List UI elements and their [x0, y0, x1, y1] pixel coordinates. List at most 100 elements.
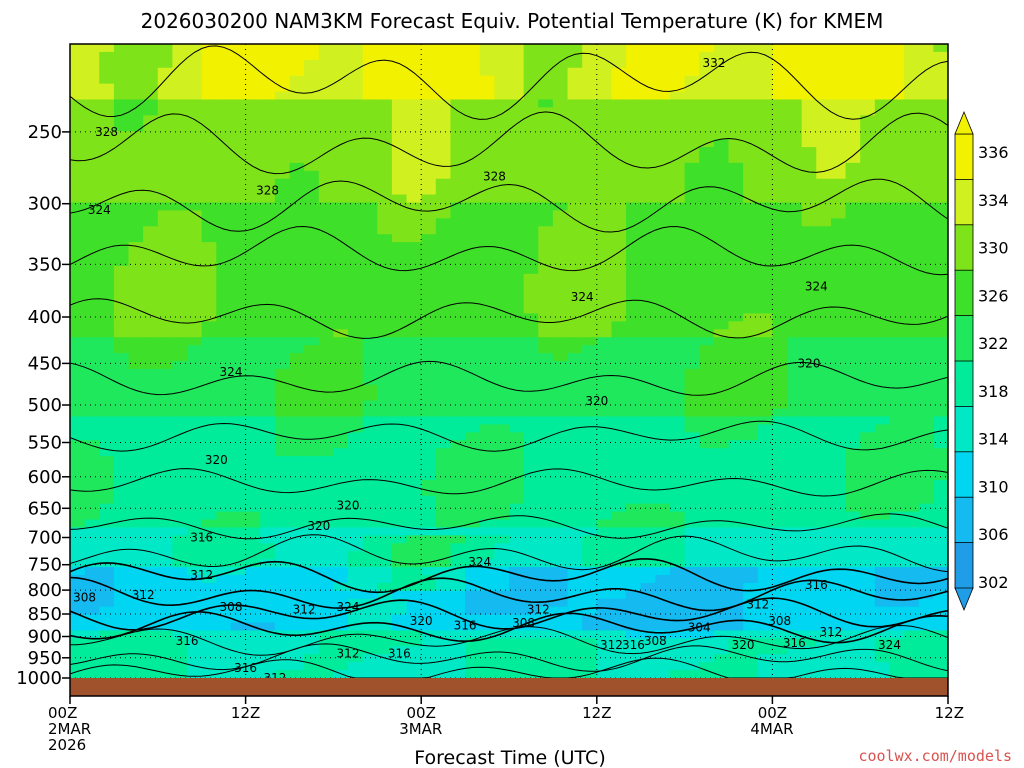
field-cell — [391, 139, 408, 148]
field-cell — [889, 131, 905, 140]
field-cell — [245, 265, 261, 275]
field-cell — [845, 416, 861, 426]
field-cell — [187, 670, 203, 678]
field-cell — [904, 487, 920, 497]
field-cell — [538, 384, 554, 394]
field-cell — [538, 115, 554, 124]
field-cell — [509, 574, 525, 584]
y-tick-label: 750 — [28, 555, 62, 576]
field-cell — [421, 281, 437, 291]
field-cell — [772, 440, 788, 449]
field-cell — [538, 464, 554, 473]
field-cell — [406, 51, 422, 61]
field-cell — [655, 559, 671, 568]
field-cell — [377, 226, 393, 235]
field-cell — [640, 99, 656, 108]
field-cell — [684, 329, 700, 338]
credit-link[interactable]: coolwx.com/models — [858, 747, 1012, 765]
field-cell — [904, 400, 920, 410]
field-cell — [713, 131, 730, 140]
field-cell — [626, 115, 642, 124]
field-cell — [274, 646, 291, 655]
contour-label: 332 — [702, 56, 725, 70]
field-cell — [772, 376, 788, 386]
field-cell — [260, 115, 276, 124]
field-cell — [830, 622, 847, 632]
field-cell — [845, 250, 861, 259]
colorbar-segment — [954, 542, 974, 589]
field-cell — [772, 139, 788, 148]
field-cell — [567, 226, 583, 235]
field-cell — [421, 495, 437, 505]
field-cell — [421, 329, 437, 338]
field-cell — [333, 337, 349, 346]
field-cell — [801, 392, 817, 402]
field-cell — [230, 582, 247, 592]
field-cell — [874, 392, 891, 402]
field-cell — [713, 614, 730, 624]
field-cell — [391, 432, 408, 441]
field-cell — [318, 448, 334, 457]
field-cell — [172, 479, 188, 489]
field-cell — [479, 368, 495, 378]
field-cell — [538, 281, 554, 291]
field-cell — [421, 226, 437, 235]
field-cell — [435, 75, 452, 85]
field-cell — [494, 361, 510, 370]
field-cell — [523, 250, 539, 259]
field-cell — [567, 289, 583, 299]
field-cell — [157, 313, 174, 322]
field-cell — [421, 147, 437, 156]
field-cell — [757, 281, 773, 291]
field-cell — [201, 598, 217, 608]
field-cell — [157, 551, 174, 560]
field-cell — [743, 186, 759, 196]
field-cell — [70, 273, 86, 283]
field-cell — [509, 368, 525, 378]
field-cell — [421, 305, 437, 315]
field-cell — [216, 281, 232, 291]
field-cell — [567, 662, 583, 671]
field-cell — [216, 479, 232, 489]
field-cell — [567, 456, 583, 465]
field-cell — [669, 107, 686, 116]
field-cell — [918, 448, 934, 457]
field-cell — [245, 115, 261, 124]
field-cell — [538, 551, 554, 560]
field-cell — [274, 44, 291, 53]
field-cell — [787, 345, 803, 354]
field-cell — [713, 487, 730, 497]
field-cell — [450, 170, 466, 180]
field-cell — [757, 329, 773, 338]
field-cell — [391, 440, 408, 449]
field-cell — [904, 273, 920, 283]
field-cell — [70, 598, 86, 608]
field-cell — [918, 551, 934, 560]
field-cell — [669, 654, 686, 663]
field-cell — [113, 273, 130, 283]
field-cell — [772, 535, 788, 544]
field-cell — [230, 559, 247, 568]
field-cell — [348, 123, 364, 132]
field-cell — [523, 574, 539, 584]
field-cell — [772, 265, 788, 275]
field-cell — [626, 408, 642, 418]
field-cell — [552, 226, 569, 235]
field-cell — [655, 123, 671, 132]
field-cell — [889, 313, 905, 322]
field-cell — [187, 329, 203, 338]
field-cell — [933, 527, 948, 536]
field-cell — [918, 337, 934, 346]
field-cell — [860, 107, 876, 116]
field-cell — [787, 535, 803, 544]
field-cell — [523, 376, 539, 386]
field-cell — [377, 479, 393, 489]
field-cell — [523, 51, 539, 61]
field-cell — [860, 543, 876, 552]
field-cell — [874, 107, 891, 116]
field-cell — [494, 83, 510, 93]
field-cell — [772, 464, 788, 473]
field-cell — [260, 543, 276, 552]
field-cell — [333, 479, 349, 489]
field-cell — [713, 329, 730, 338]
